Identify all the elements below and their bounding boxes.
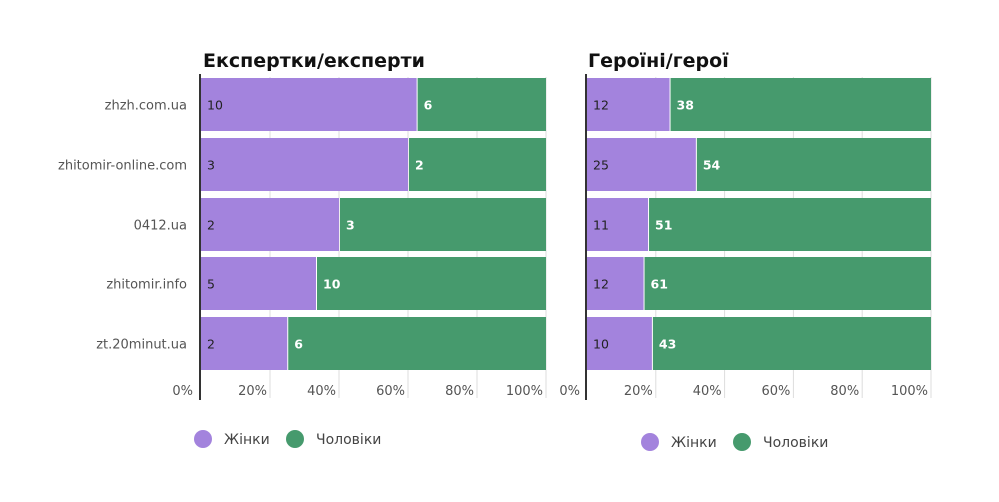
data-label-men: 43 xyxy=(659,337,676,352)
bar-women xyxy=(587,257,644,310)
legend-swatch-women xyxy=(641,433,659,451)
legend-label-women: Жінки xyxy=(671,435,717,451)
x-tick-label: 0% xyxy=(172,384,193,399)
x-tick-label: 0% xyxy=(559,384,580,399)
bar-men xyxy=(649,198,931,251)
data-label-men: 6 xyxy=(294,337,303,352)
bar-men xyxy=(696,138,931,191)
category-label: 0412.ua xyxy=(134,219,187,234)
data-label-women: 12 xyxy=(593,277,609,292)
bar-women xyxy=(201,78,417,131)
x-tick-label: 60% xyxy=(376,384,405,399)
bar-women xyxy=(201,138,408,191)
x-tick-label: 100% xyxy=(891,384,928,399)
bar-men xyxy=(317,257,546,310)
legend-label-men: Чоловіки xyxy=(763,435,828,451)
bar-men xyxy=(644,257,931,310)
data-label-men: 10 xyxy=(323,277,341,292)
legend-label-men: Чоловіки xyxy=(316,432,381,448)
x-tick-label: 40% xyxy=(693,384,722,399)
category-label: zhitomir-online.com xyxy=(58,159,187,174)
x-tick-label: 100% xyxy=(506,384,543,399)
data-label-men: 2 xyxy=(415,158,424,173)
legend-swatch-men xyxy=(286,430,304,448)
legend-swatch-women xyxy=(194,430,212,448)
data-label-women: 10 xyxy=(593,337,609,352)
data-label-men: 38 xyxy=(677,98,694,113)
x-tick-label: 80% xyxy=(445,384,474,399)
legend-swatch-men xyxy=(733,433,751,451)
data-label-men: 6 xyxy=(424,98,433,113)
legend: Жінки Чоловіки xyxy=(641,433,828,451)
bar-men xyxy=(652,317,931,370)
bar-women xyxy=(587,78,670,131)
x-tick-label: 20% xyxy=(624,384,653,399)
bar-women xyxy=(587,198,649,251)
bar-men xyxy=(340,198,546,251)
data-label-women: 2 xyxy=(207,337,215,352)
bar-men xyxy=(409,138,546,191)
chart-heroes: Героїні/герої 12 38 25 54 11 51 12 61 10 43 0% 20%… xyxy=(559,50,932,400)
data-label-men: 51 xyxy=(655,218,672,233)
data-label-women: 12 xyxy=(593,98,609,113)
bar-women xyxy=(587,138,696,191)
bar-women xyxy=(201,198,339,251)
x-tick-label: 80% xyxy=(830,384,859,399)
bar-women xyxy=(201,257,316,310)
data-label-women: 11 xyxy=(593,218,609,233)
chart-title: Експертки/експерти xyxy=(203,50,425,72)
data-label-men: 3 xyxy=(346,218,355,233)
category-label: zhzh.com.ua xyxy=(105,99,187,114)
x-tick-label: 40% xyxy=(307,384,336,399)
data-label-women: 10 xyxy=(207,98,223,113)
data-label-women: 5 xyxy=(207,277,215,292)
category-label: zt.20minut.ua xyxy=(96,338,187,353)
data-label-men: 61 xyxy=(651,277,668,292)
x-tick-label: 20% xyxy=(238,384,267,399)
data-label-men: 54 xyxy=(703,158,721,173)
bar-women xyxy=(587,317,652,370)
legend: Жінки Чоловіки xyxy=(194,430,381,448)
category-label: zhitomir.info xyxy=(106,278,187,293)
bar-men xyxy=(417,78,546,131)
chart-title: Героїні/герої xyxy=(588,50,729,72)
legend-label-women: Жінки xyxy=(224,432,270,448)
bar-men xyxy=(288,317,546,370)
bar-women xyxy=(201,317,288,370)
data-label-women: 25 xyxy=(593,158,609,173)
data-label-women: 2 xyxy=(207,218,215,233)
bar-men xyxy=(670,78,931,131)
data-label-women: 3 xyxy=(207,158,215,173)
chart-experts: Експертки/експерти 10 6 3 2 2 3 5 10 2 6 zhzh.com… xyxy=(58,50,547,400)
x-tick-label: 60% xyxy=(761,384,790,399)
